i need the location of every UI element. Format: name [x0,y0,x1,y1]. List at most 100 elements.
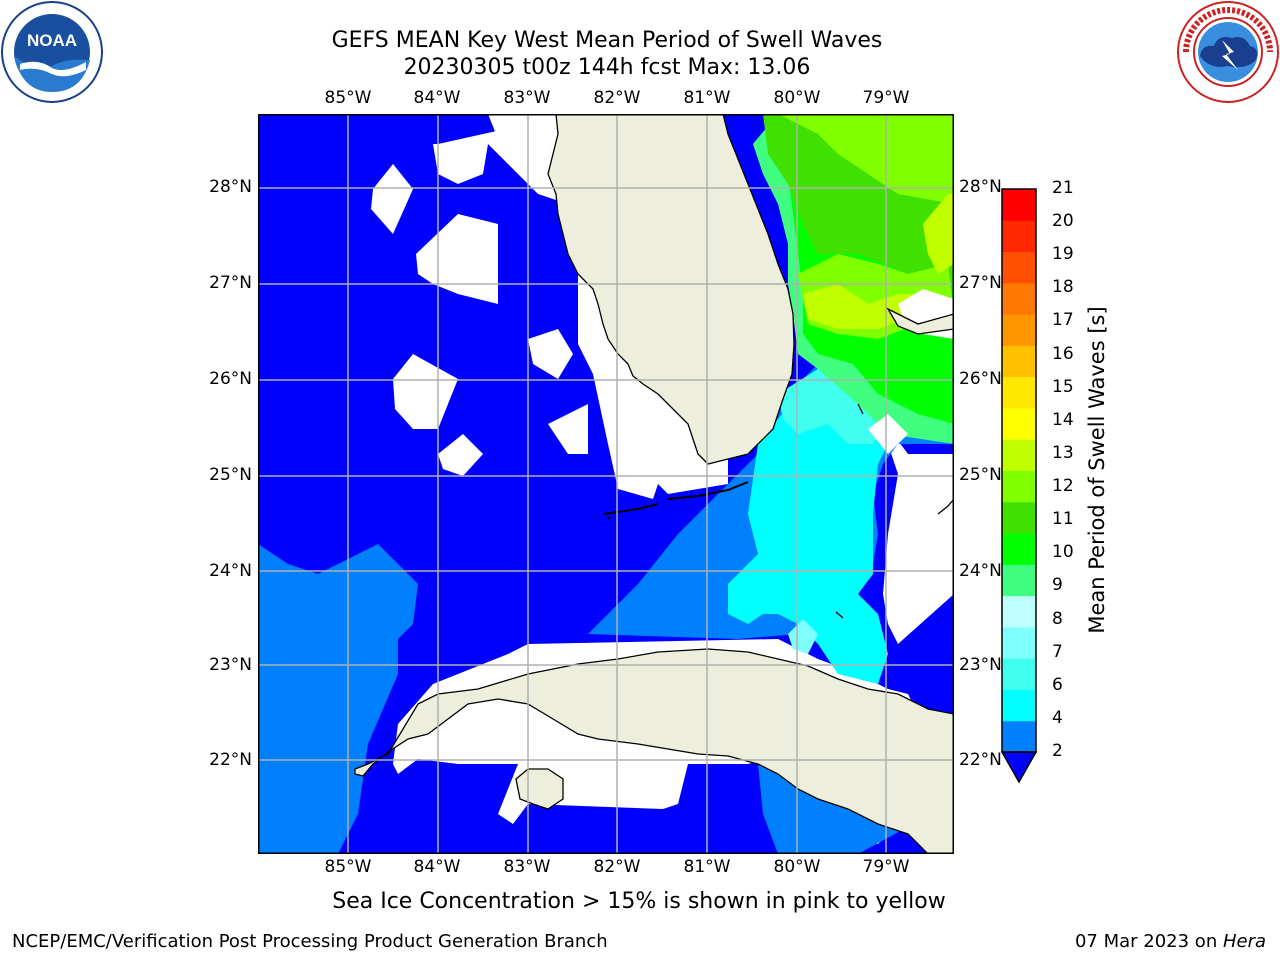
lat-tick-right: 23°N [959,655,1002,675]
footer-branch: NCEP/EMC/Verification Post Processing Pr… [12,931,608,952]
lon-tick-bottom: 84°W [413,857,461,877]
no-data-region [878,414,954,644]
colorbar-tick-label: 17 [1052,310,1074,331]
colorbar-tick-label: 7 [1052,641,1063,662]
cuba-landmass [354,648,954,854]
svg-text:NOAA: NOAA [27,31,77,50]
colorbar-tick-label: 2 [1052,741,1063,761]
colorbar-band [1002,470,1036,503]
map-subtitle: 20230305 t00z 144h fcst Max: 13.06 [403,55,811,80]
colorbar-band [1002,658,1036,690]
colorbar-tick-label: 12 [1052,476,1074,497]
lat-tick-right: 25°N [959,465,1002,485]
colorbar-band [1002,689,1036,722]
colorbar-tick-label: 20 [1052,211,1074,232]
colorbar-tick-label: 21 [1052,178,1074,198]
colorbar-band [1002,376,1036,409]
lat-tick-right: 22°N [959,750,1002,770]
colorbar-band [1002,720,1036,753]
colorbar-band [1002,345,1036,378]
no-data-region [371,164,413,234]
no-data-region [438,114,728,499]
lon-tick-top: 83°W [503,88,551,108]
lat-tick-left: 22°N [209,750,252,770]
colorbar-tick-label: 14 [1052,409,1074,430]
colorbar-band [1002,533,1036,565]
colorbar-frame [1001,188,1037,753]
sea-ice-note: Sea Ice Concentration > 15% is shown in … [332,889,946,914]
bahamas-coastline [886,307,954,335]
colorbar-band [1002,282,1036,315]
lon-tick-top: 80°W [773,88,821,108]
lon-tick-top: 85°W [324,88,372,108]
swell-band-12-13 [778,114,954,204]
map-frame [258,114,954,854]
lon-tick-top: 84°W [413,88,461,108]
no-data-region [868,414,908,454]
lon-tick-top: 79°W [862,88,910,108]
swell-band-4-6 [728,384,888,684]
colorbar-band [1002,220,1036,253]
florida-landmass [547,114,795,465]
lat-tick-left: 23°N [209,655,252,675]
lon-tick-bottom: 79°W [862,857,910,877]
colorbar-band [1002,501,1036,534]
swell-period-map [258,114,954,854]
swell-band-7-8 [788,619,818,654]
lat-tick-right: 24°N [959,561,1002,581]
colorbar-tick-label: 10 [1052,542,1074,563]
lon-tick-top: 81°W [683,88,731,108]
lat-tick-left: 24°N [209,561,252,581]
colorbar-band [1002,251,1036,284]
florida-keys [602,481,749,520]
noaa-logo: NOAA [1,1,103,103]
colorbar-band [1002,626,1036,659]
no-data-region [433,144,488,184]
lat-tick-right: 27°N [959,273,1002,293]
lat-tick-left: 27°N [209,273,252,293]
swell-band-2-4 [258,544,418,854]
no-data-region [548,404,588,454]
lat-tick-left: 25°N [209,465,252,485]
lat-tick-left: 28°N [209,177,252,197]
lon-tick-bottom: 82°W [593,857,641,877]
colorbar-band [1002,564,1036,597]
no-data-region [416,214,498,304]
colorbar-label: Mean Period of Swell Waves [s] [1085,306,1109,634]
no-data-region [438,434,483,476]
colorbar-tick-label: 9 [1052,575,1063,596]
footer-machine: Hera [1222,931,1266,952]
lon-tick-top: 82°W [593,88,641,108]
footer-date: 07 Mar 2023 on Hera [1074,931,1266,952]
colorbar-band [1002,595,1036,628]
lat-tick-right: 26°N [959,369,1002,389]
nws-logo [1177,1,1279,103]
lat-tick-right: 28°N [959,177,1002,197]
colorbar-tick-label: 13 [1052,442,1074,463]
colorbar-band [1002,189,1036,221]
bahamas-coastline [835,403,954,619]
colorbar [1000,188,1038,784]
colorbar-band [1002,439,1036,471]
lon-tick-bottom: 83°W [503,857,551,877]
lon-tick-bottom: 80°W [773,857,821,877]
map-title: GEFS MEAN Key West Mean Period of Swell … [331,28,883,53]
colorbar-tick-label: 19 [1052,244,1074,265]
no-data-region [393,354,458,429]
swell-band-13-14 [923,194,954,274]
lat-tick-left: 26°N [209,369,252,389]
colorbar-tick-label: 18 [1052,277,1074,298]
colorbar-tick-label: 6 [1052,674,1063,695]
colorbar-tick-label: 4 [1052,707,1063,728]
colorbar-tick-label: 11 [1052,509,1074,530]
colorbar-band [1002,314,1036,346]
colorbar-tick-label: 15 [1052,376,1074,397]
lon-tick-bottom: 81°W [683,857,731,877]
lon-tick-bottom: 85°W [324,857,372,877]
no-data-region [528,329,573,379]
colorbar-tick-label: 8 [1052,608,1063,629]
colorbar-band [1002,407,1036,440]
colorbar-tick-label: 16 [1052,343,1074,364]
graticule [258,114,954,854]
colorbar-under-arrow [1000,751,1038,784]
